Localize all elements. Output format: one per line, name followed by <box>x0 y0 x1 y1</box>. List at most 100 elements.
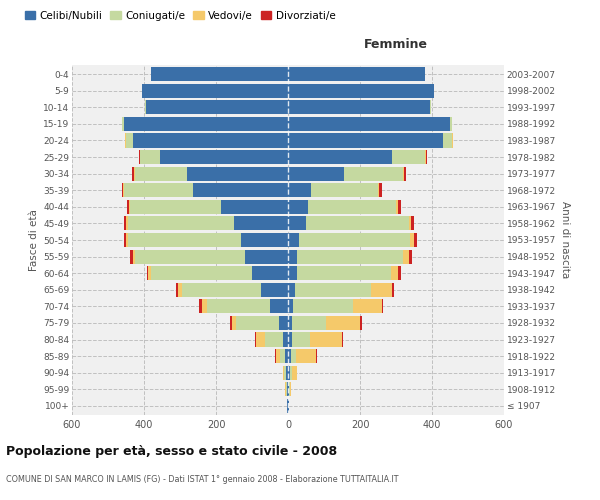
Bar <box>126 134 133 147</box>
Bar <box>398 266 401 280</box>
Bar <box>288 134 443 147</box>
Bar <box>139 150 140 164</box>
Bar <box>127 200 128 214</box>
Bar <box>122 183 124 198</box>
Bar <box>292 332 310 346</box>
Bar <box>443 134 452 147</box>
Bar <box>392 150 425 164</box>
Bar <box>241 233 288 247</box>
Bar <box>288 233 299 247</box>
Bar <box>311 183 378 198</box>
Bar <box>403 166 404 180</box>
Bar <box>133 134 288 147</box>
Bar <box>130 200 221 214</box>
Bar <box>140 150 160 164</box>
Bar <box>151 266 252 280</box>
Bar <box>287 382 288 396</box>
Bar <box>221 200 288 214</box>
Bar <box>124 117 288 131</box>
Bar <box>450 117 452 131</box>
Bar <box>261 282 288 297</box>
Bar <box>234 216 288 230</box>
Bar <box>293 300 353 314</box>
Bar <box>292 366 297 380</box>
Bar <box>297 266 391 280</box>
Bar <box>378 183 379 198</box>
Bar <box>288 183 311 198</box>
Bar <box>288 250 297 264</box>
Bar <box>326 316 360 330</box>
Bar <box>288 332 292 346</box>
Bar <box>252 266 288 280</box>
Bar <box>288 216 306 230</box>
Bar <box>288 382 289 396</box>
Bar <box>404 166 406 180</box>
Bar <box>288 166 344 180</box>
Bar <box>236 316 279 330</box>
Bar <box>135 250 245 264</box>
Bar <box>288 399 289 413</box>
Bar <box>130 250 133 264</box>
Bar <box>133 250 135 264</box>
Bar <box>135 166 187 180</box>
Bar <box>360 316 362 330</box>
Bar <box>299 233 410 247</box>
Bar <box>409 216 412 230</box>
Bar <box>202 300 207 314</box>
Bar <box>142 84 288 98</box>
Bar <box>297 250 403 264</box>
Bar <box>245 250 288 264</box>
Bar <box>122 117 124 131</box>
Bar <box>133 166 134 180</box>
Bar <box>391 266 398 280</box>
Bar <box>126 216 128 230</box>
Bar <box>342 332 343 346</box>
Bar <box>265 332 283 346</box>
Bar <box>207 300 270 314</box>
Bar <box>283 366 284 380</box>
Text: Femmine: Femmine <box>364 38 428 51</box>
Bar <box>295 282 371 297</box>
Text: Popolazione per età, sesso e stato civile - 2008: Popolazione per età, sesso e stato civil… <box>6 445 337 458</box>
Bar <box>124 233 126 247</box>
Bar <box>288 316 292 330</box>
Bar <box>344 166 403 180</box>
Bar <box>286 382 287 396</box>
Bar <box>392 282 394 297</box>
Bar <box>145 100 146 114</box>
Bar <box>290 382 291 396</box>
Bar <box>403 250 409 264</box>
Bar <box>288 366 290 380</box>
Bar <box>308 200 396 214</box>
Bar <box>316 349 317 363</box>
Bar <box>288 117 450 131</box>
Bar <box>379 183 382 198</box>
Bar <box>430 100 431 114</box>
Bar <box>288 100 430 114</box>
Bar <box>276 349 280 363</box>
Bar <box>310 332 342 346</box>
Bar <box>199 300 202 314</box>
Bar <box>288 282 295 297</box>
Bar <box>288 67 425 81</box>
Bar <box>126 233 128 247</box>
Bar <box>187 166 288 180</box>
Bar <box>128 216 234 230</box>
Bar <box>286 366 288 380</box>
Bar <box>280 349 285 363</box>
Bar <box>279 316 288 330</box>
Bar <box>410 233 414 247</box>
Bar <box>146 266 148 280</box>
Bar <box>371 282 392 297</box>
Bar <box>160 150 288 164</box>
Bar <box>306 216 409 230</box>
Bar <box>288 349 291 363</box>
Bar <box>288 84 434 98</box>
Bar <box>452 134 453 147</box>
Bar <box>290 366 292 380</box>
Text: COMUNE DI SAN MARCO IN LAMIS (FG) - Dati ISTAT 1° gennaio 2008 - Elaborazione TU: COMUNE DI SAN MARCO IN LAMIS (FG) - Dati… <box>6 475 398 484</box>
Bar <box>193 183 288 198</box>
Bar <box>296 349 316 363</box>
Bar <box>425 150 427 164</box>
Legend: Celibi/Nubili, Coniugati/e, Vedovi/e, Divorziati/e: Celibi/Nubili, Coniugati/e, Vedovi/e, Di… <box>20 6 340 25</box>
